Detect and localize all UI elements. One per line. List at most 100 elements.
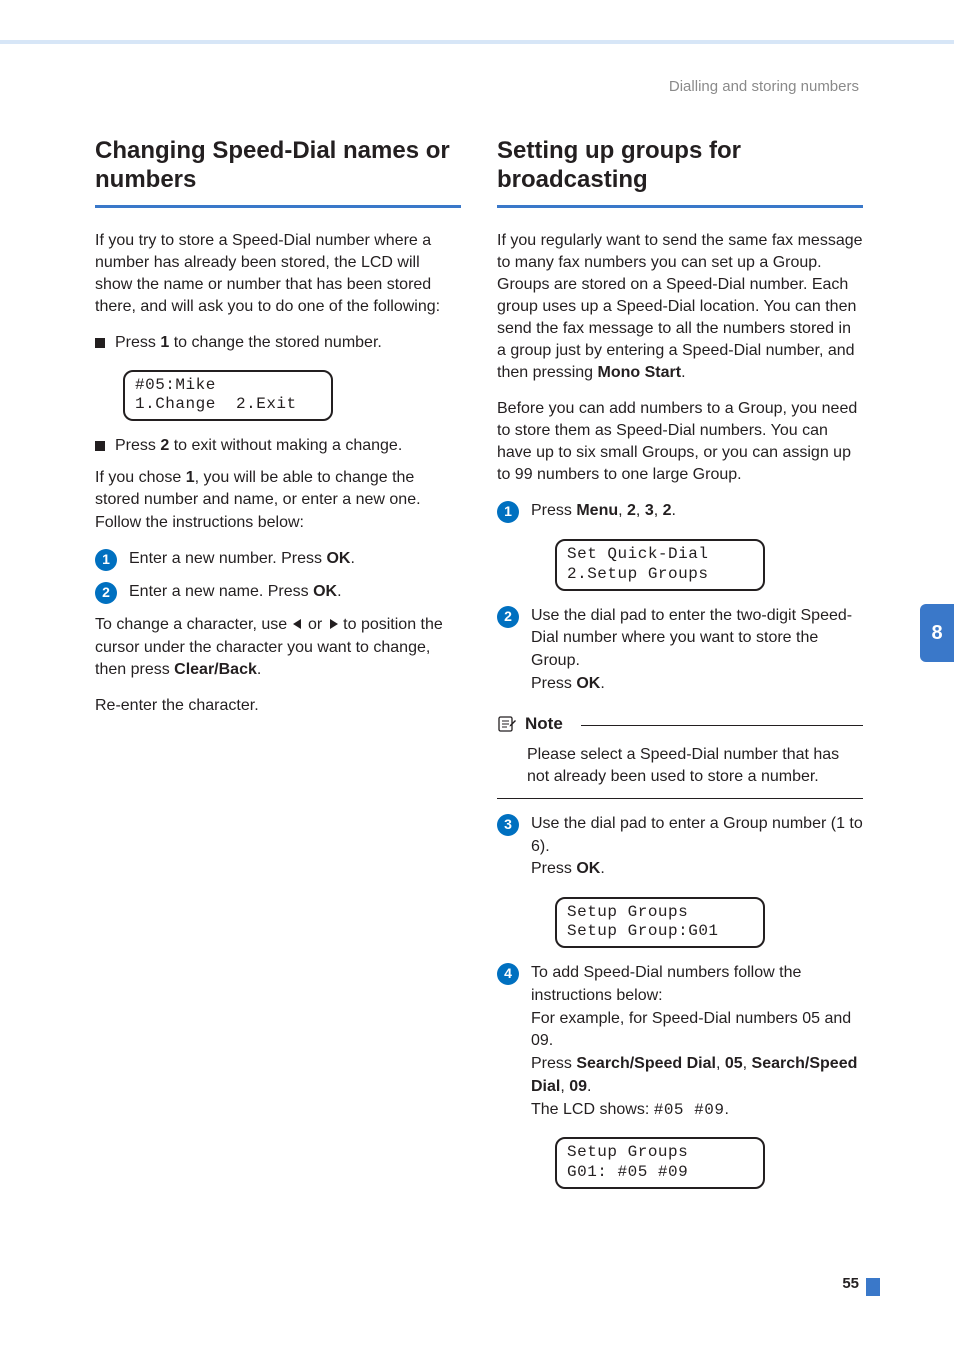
text: If you chose <box>95 469 186 486</box>
note-block: Note Please select a Speed-Dial number t… <box>497 714 863 799</box>
text: . <box>672 502 676 519</box>
lcd-line: 2.Setup Groups <box>567 565 708 583</box>
lcd-display: Setup Groups G01: #05 #09 <box>555 1137 765 1188</box>
step-number-icon: 2 <box>497 606 519 628</box>
step-text: To add Speed-Dial numbers follow the ins… <box>531 962 863 1121</box>
square-bullet-icon <box>95 441 105 451</box>
mono-text: #05 #09 <box>654 1101 725 1119</box>
text: , <box>743 1055 752 1072</box>
bold-text: OK <box>576 675 600 692</box>
bold-text: 2 <box>663 502 672 519</box>
bullet-text: Press 1 to change the stored number. <box>115 332 382 354</box>
lcd-line: Setup Groups <box>567 1143 688 1161</box>
section-heading-left: Changing Speed-Dial names or numbers <box>95 136 461 208</box>
text: . <box>587 1078 591 1095</box>
bold-text: Menu <box>576 502 618 519</box>
text: Use the dial pad to enter the two-digit … <box>531 607 852 669</box>
bold-text: OK <box>326 550 350 567</box>
bold-text: 1 <box>160 334 169 351</box>
note-header: Note <box>497 714 863 734</box>
triangle-right-icon <box>327 615 339 637</box>
bold-text: Mono Start <box>598 364 682 381</box>
text: Use the dial pad to enter a Group number… <box>531 815 863 855</box>
lcd-display: Setup Groups Setup Group:G01 <box>555 897 765 948</box>
bold-text: Clear/Back <box>174 661 257 678</box>
step-text: Enter a new name. Press OK. <box>129 581 461 604</box>
step-number-icon: 3 <box>497 814 519 836</box>
paragraph: If you chose 1, you will be able to chan… <box>95 467 461 533</box>
bold-text: 2 <box>627 502 636 519</box>
text: Enter a new number. Press <box>129 550 326 567</box>
text: . <box>681 364 685 381</box>
text: , <box>654 502 663 519</box>
page-number: 55 <box>842 1275 859 1292</box>
lcd-line: Set Quick-Dial <box>567 545 708 563</box>
text: If you regularly want to send the same f… <box>497 232 863 381</box>
step-item: 3 Use the dial pad to enter a Group numb… <box>497 813 863 881</box>
paragraph: If you regularly want to send the same f… <box>497 230 863 385</box>
step-item: 2 Enter a new name. Press OK. <box>95 581 461 604</box>
text: , <box>636 502 645 519</box>
header-stripe <box>0 40 954 44</box>
chapter-tab: 8 <box>920 604 954 662</box>
note-body: Please select a Speed-Dial number that h… <box>497 738 863 799</box>
lcd-line: Setup Groups <box>567 903 688 921</box>
text: . <box>600 675 604 692</box>
text: Press <box>115 334 160 351</box>
page-number-accent <box>866 1278 880 1296</box>
text: . <box>724 1101 728 1118</box>
step-item: 1 Press Menu, 2, 3, 2. <box>497 500 863 523</box>
text: to change the stored number. <box>169 334 382 351</box>
text: For example, for Speed-Dial numbers 05 a… <box>531 1010 851 1050</box>
step-text: Enter a new number. Press OK. <box>129 548 461 571</box>
text: Press <box>531 675 576 692</box>
bold-text: 09 <box>569 1078 587 1095</box>
text: . <box>600 860 604 877</box>
square-bullet-icon <box>95 338 105 348</box>
intro-paragraph: If you try to store a Speed-Dial number … <box>95 230 461 318</box>
step-item: 4 To add Speed-Dial numbers follow the i… <box>497 962 863 1121</box>
lcd-line: #05:Mike <box>135 376 216 394</box>
step-number-icon: 2 <box>95 582 117 604</box>
paragraph: Before you can add numbers to a Group, y… <box>497 398 863 486</box>
text: The LCD shows: <box>531 1101 654 1118</box>
bold-text: 1 <box>186 469 195 486</box>
lcd-display: #05:Mike 1.Change 2.Exit <box>123 370 333 421</box>
breadcrumb: Dialling and storing numbers <box>669 78 859 95</box>
bullet-text: Press 2 to exit without making a change. <box>115 435 402 457</box>
bold-text: OK <box>576 860 600 877</box>
step-text: Use the dial pad to enter the two-digit … <box>531 605 863 696</box>
bold-text: 3 <box>645 502 654 519</box>
note-icon <box>497 714 517 734</box>
text: Press <box>531 1055 576 1072</box>
text: To add Speed-Dial numbers follow the ins… <box>531 964 801 1004</box>
bold-text: 05 <box>725 1055 743 1072</box>
bullet-item: Press 1 to change the stored number. <box>95 332 461 354</box>
note-title: Note <box>525 714 563 734</box>
text: or <box>304 616 327 633</box>
text: Press <box>531 860 576 877</box>
step-number-icon: 4 <box>497 963 519 985</box>
text: Enter a new name. Press <box>129 583 313 600</box>
text: To change a character, use <box>95 616 292 633</box>
step-item: 1 Enter a new number. Press OK. <box>95 548 461 571</box>
lcd-line: G01: #05 #09 <box>567 1163 688 1181</box>
text: . <box>257 661 261 678</box>
paragraph: To change a character, use or to positio… <box>95 614 461 681</box>
left-column: Changing Speed-Dial names or numbers If … <box>95 136 461 1203</box>
main-content: Changing Speed-Dial names or numbers If … <box>95 136 863 1203</box>
lcd-line: Setup Group:G01 <box>567 922 719 940</box>
text: . <box>337 583 341 600</box>
text: . <box>350 550 354 567</box>
right-column: Setting up groups for broadcasting If yo… <box>497 136 863 1203</box>
note-rule <box>581 725 863 726</box>
text: , <box>716 1055 725 1072</box>
step-text: Press Menu, 2, 3, 2. <box>531 500 863 523</box>
text: Press <box>531 502 576 519</box>
lcd-display: Set Quick-Dial 2.Setup Groups <box>555 539 765 590</box>
section-heading-right: Setting up groups for broadcasting <box>497 136 863 208</box>
bold-text: Search/Speed Dial <box>576 1055 716 1072</box>
bold-text: OK <box>313 583 337 600</box>
text: to exit without making a change. <box>169 437 402 454</box>
text: Press <box>115 437 160 454</box>
